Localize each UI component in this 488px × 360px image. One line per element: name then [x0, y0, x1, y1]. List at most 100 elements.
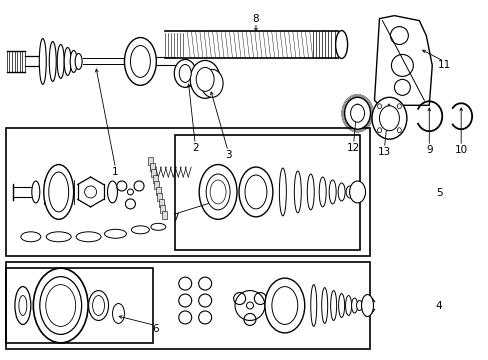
- Ellipse shape: [15, 287, 31, 324]
- Bar: [6, 262, 369, 349]
- Ellipse shape: [196, 67, 214, 91]
- Ellipse shape: [346, 186, 352, 198]
- Bar: [151, 169, 156, 177]
- Polygon shape: [374, 15, 431, 105]
- Bar: [149, 163, 155, 171]
- Ellipse shape: [330, 291, 336, 320]
- Ellipse shape: [39, 39, 46, 84]
- Ellipse shape: [379, 106, 399, 131]
- Text: 4: 4: [435, 301, 442, 311]
- Ellipse shape: [356, 301, 362, 310]
- Ellipse shape: [88, 291, 108, 320]
- Ellipse shape: [174, 59, 196, 87]
- Ellipse shape: [127, 189, 133, 195]
- Ellipse shape: [104, 229, 126, 238]
- Text: 10: 10: [454, 145, 467, 155]
- Ellipse shape: [46, 232, 71, 242]
- Bar: [154, 181, 159, 189]
- Ellipse shape: [46, 285, 76, 327]
- Ellipse shape: [350, 104, 364, 122]
- Bar: [6, 128, 369, 256]
- Ellipse shape: [244, 175, 266, 209]
- Ellipse shape: [319, 177, 325, 207]
- Ellipse shape: [32, 181, 40, 203]
- Ellipse shape: [244, 314, 255, 325]
- Text: 7: 7: [172, 213, 178, 223]
- Bar: [153, 175, 158, 183]
- Text: 2: 2: [191, 143, 198, 153]
- Text: 13: 13: [377, 147, 390, 157]
- Ellipse shape: [75, 54, 82, 69]
- Text: 6: 6: [152, 324, 158, 334]
- Ellipse shape: [328, 180, 335, 204]
- Ellipse shape: [125, 199, 135, 209]
- Ellipse shape: [151, 223, 165, 230]
- Ellipse shape: [345, 296, 351, 315]
- Ellipse shape: [246, 302, 253, 309]
- Ellipse shape: [49, 172, 68, 212]
- Bar: [159, 199, 163, 207]
- Ellipse shape: [349, 181, 365, 203]
- Ellipse shape: [179, 64, 191, 82]
- Ellipse shape: [361, 294, 373, 316]
- Ellipse shape: [112, 303, 124, 323]
- Bar: [156, 187, 161, 195]
- Text: 5: 5: [435, 188, 442, 198]
- Ellipse shape: [201, 69, 223, 97]
- Ellipse shape: [206, 174, 229, 210]
- Ellipse shape: [107, 181, 117, 203]
- Ellipse shape: [130, 45, 150, 77]
- Ellipse shape: [310, 285, 316, 327]
- Ellipse shape: [337, 183, 345, 201]
- Ellipse shape: [199, 165, 237, 219]
- Ellipse shape: [254, 293, 266, 305]
- Ellipse shape: [84, 186, 96, 198]
- Ellipse shape: [321, 288, 327, 323]
- Ellipse shape: [264, 278, 304, 333]
- Ellipse shape: [233, 293, 245, 305]
- Ellipse shape: [279, 168, 286, 216]
- Ellipse shape: [21, 232, 41, 242]
- Ellipse shape: [377, 128, 381, 133]
- Ellipse shape: [396, 104, 401, 109]
- Ellipse shape: [57, 45, 64, 78]
- Ellipse shape: [335, 31, 347, 58]
- Text: 11: 11: [437, 60, 450, 71]
- Bar: [157, 193, 162, 201]
- Ellipse shape: [33, 268, 88, 343]
- Ellipse shape: [210, 180, 225, 204]
- Ellipse shape: [271, 287, 297, 324]
- Bar: [148, 157, 153, 165]
- Ellipse shape: [338, 293, 344, 318]
- Ellipse shape: [49, 41, 56, 81]
- Bar: [162, 211, 166, 219]
- Ellipse shape: [124, 37, 156, 85]
- Bar: [6, 268, 153, 343]
- Ellipse shape: [306, 174, 314, 210]
- Ellipse shape: [76, 232, 101, 242]
- Ellipse shape: [351, 298, 357, 313]
- Text: 8: 8: [252, 14, 259, 24]
- Ellipse shape: [377, 104, 381, 109]
- Ellipse shape: [19, 296, 27, 315]
- Ellipse shape: [64, 48, 71, 75]
- Ellipse shape: [70, 50, 77, 72]
- Ellipse shape: [190, 60, 220, 98]
- Ellipse shape: [40, 276, 81, 334]
- Bar: [175, 135, 359, 250]
- Text: 3: 3: [224, 150, 231, 160]
- Ellipse shape: [117, 181, 126, 191]
- Ellipse shape: [294, 171, 301, 213]
- Ellipse shape: [134, 181, 144, 191]
- Ellipse shape: [92, 296, 104, 315]
- Bar: [160, 205, 165, 213]
- Ellipse shape: [371, 97, 406, 139]
- Ellipse shape: [131, 226, 149, 234]
- Ellipse shape: [239, 167, 272, 217]
- Text: 9: 9: [425, 145, 432, 155]
- Ellipse shape: [344, 97, 370, 129]
- Text: 1: 1: [112, 167, 119, 177]
- Ellipse shape: [44, 165, 74, 219]
- Ellipse shape: [396, 128, 401, 133]
- Text: 12: 12: [346, 143, 360, 153]
